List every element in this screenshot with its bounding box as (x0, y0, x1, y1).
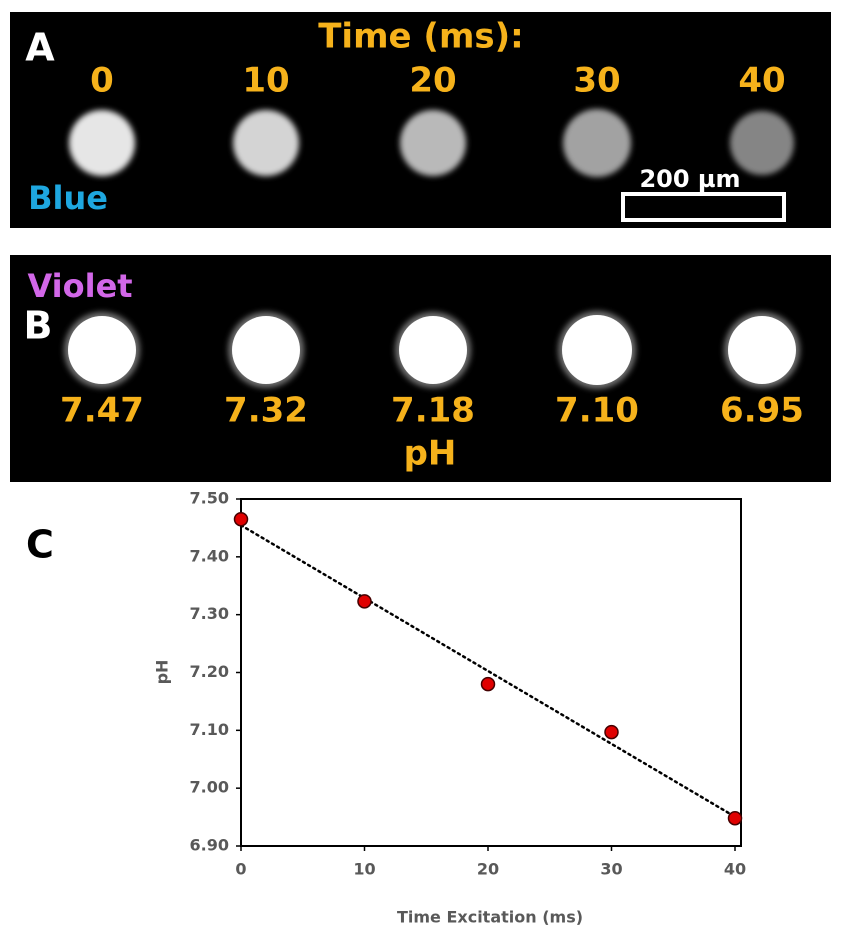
y-tick-label: 7.00 (190, 778, 229, 797)
time-label: 20 (409, 61, 456, 101)
spot (232, 316, 300, 384)
y-tick-label: 7.30 (190, 604, 229, 623)
ph-label: 6.95 (720, 391, 804, 431)
figure: A Time (ms): 0 10 20 30 40 Blue 200 µm V… (0, 0, 841, 934)
spot (562, 315, 632, 385)
time-title: Time (ms): (318, 17, 524, 57)
x-tick-label: 20 (477, 860, 499, 879)
ph-label: 7.47 (60, 391, 144, 431)
channel-label: Violet (27, 267, 132, 305)
data-point (729, 812, 742, 825)
y-tick-label: 7.50 (190, 489, 229, 508)
data-point (482, 678, 495, 691)
x-tick-label: 30 (600, 860, 622, 879)
x-tick-label: 0 (235, 860, 246, 879)
y-tick-label: 6.90 (190, 836, 229, 855)
panel-label: C (26, 523, 54, 567)
spot (69, 110, 135, 176)
y-axis-label: pH (153, 660, 172, 685)
x-tick-label: 10 (353, 860, 375, 879)
spot (400, 110, 466, 176)
time-label: 30 (573, 61, 620, 101)
spot (68, 316, 136, 384)
scale-bar-label: 200 µm (639, 165, 740, 193)
panel-label: B (24, 304, 53, 348)
trendline (241, 525, 735, 816)
ph-label: 7.18 (391, 391, 475, 431)
ph-axis-label: pH (404, 434, 457, 474)
time-label: 10 (242, 61, 289, 101)
data-point (605, 726, 618, 739)
spot (563, 109, 631, 177)
x-tick-label: 40 (724, 860, 746, 879)
ph-label: 7.32 (224, 391, 308, 431)
page: {"panel_a": {"label": "A", "title": "Tim… (0, 0, 841, 934)
spot (728, 316, 796, 384)
data-point (235, 513, 248, 526)
data-point (358, 595, 371, 608)
spot (233, 110, 299, 176)
panel-label: A (25, 26, 55, 70)
y-tick-label: 7.10 (190, 720, 229, 739)
x-axis-label: Time Excitation (ms) (397, 908, 583, 927)
spot (399, 316, 467, 384)
y-tick-label: 7.20 (190, 662, 229, 681)
ph-label: 7.10 (555, 391, 639, 431)
time-label: 40 (738, 61, 785, 101)
y-tick-label: 7.40 (190, 546, 229, 565)
channel-label: Blue (28, 179, 108, 217)
time-label: 0 (90, 61, 114, 101)
